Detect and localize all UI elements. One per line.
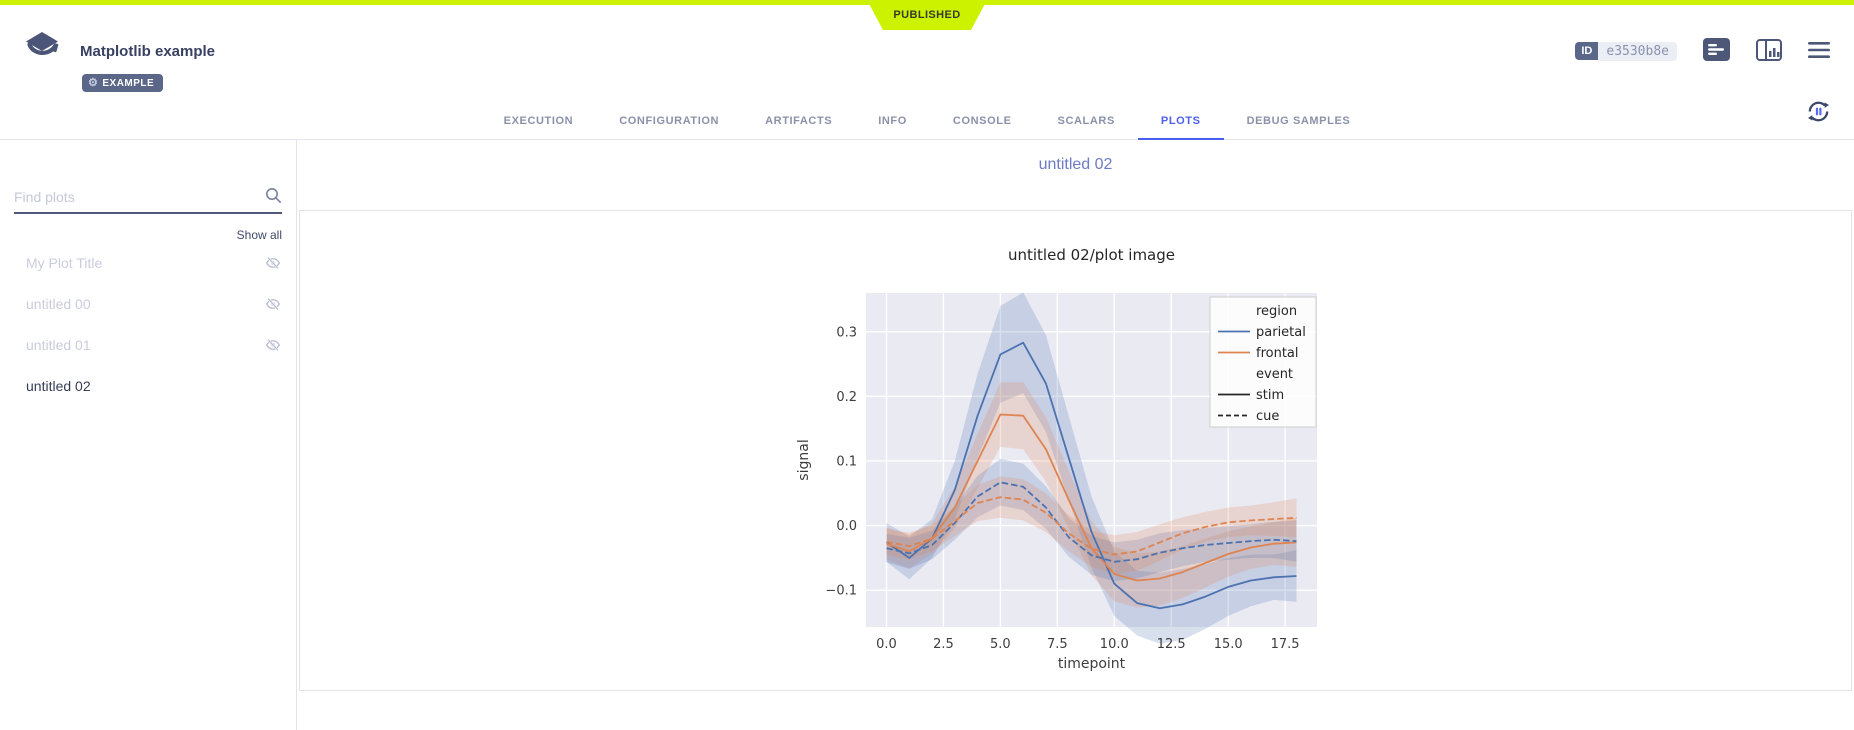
svg-text:2.5: 2.5 [933, 637, 954, 652]
svg-text:17.5: 17.5 [1271, 637, 1300, 652]
plot-list-item[interactable]: My Plot Title [0, 242, 296, 283]
published-status-badge: PUBLISHED [867, 0, 987, 30]
svg-text:parietal: parietal [1256, 325, 1306, 340]
svg-text:0.1: 0.1 [836, 454, 857, 469]
plot-item-label: My Plot Title [26, 254, 103, 271]
eye-slash-icon [265, 256, 281, 269]
experiment-title: Matplotlib example [80, 43, 216, 60]
svg-text:7.5: 7.5 [1047, 637, 1068, 652]
tab-execution[interactable]: EXECUTION [481, 104, 597, 140]
search-icon [264, 186, 282, 209]
svg-text:event: event [1256, 367, 1293, 382]
tab-bar: EXECUTION CONFIGURATION ARTIFACTS INFO CONSO… [0, 104, 1854, 140]
chart-legend: region parietal frontal event stim cue [1209, 296, 1317, 428]
plot-list-item[interactable]: untitled 02 [0, 365, 296, 406]
list-lines-icon [1703, 38, 1730, 64]
tab-configuration[interactable]: CONFIGURATION [596, 104, 742, 140]
hamburger-menu-icon [1808, 41, 1830, 61]
tab-plots[interactable]: PLOTS [1137, 104, 1224, 140]
experiment-id-badge: ID e3530b8e [1575, 41, 1677, 61]
plot-list-item[interactable]: untitled 00 [0, 283, 296, 324]
svg-text:frontal: frontal [1256, 346, 1299, 361]
toggle-plot-visibility-button[interactable] [265, 337, 281, 353]
app-logo-icon [24, 30, 60, 71]
svg-text:−0.1: −0.1 [825, 584, 857, 599]
toggle-plot-visibility-button[interactable] [265, 296, 281, 312]
svg-text:5.0: 5.0 [990, 637, 1011, 652]
tab-artifacts[interactable]: ARTIFACTS [742, 104, 855, 140]
svg-text:15.0: 15.0 [1214, 637, 1243, 652]
split-view-button[interactable] [1756, 38, 1782, 64]
plot-list-item[interactable]: untitled 01 [0, 324, 296, 365]
svg-text:untitled 02/plot image: untitled 02/plot image [1008, 246, 1175, 264]
id-label: ID [1575, 42, 1599, 60]
svg-text:0.2: 0.2 [836, 390, 857, 405]
gear-icon: ⚙︎ [88, 76, 99, 89]
svg-text:timepoint: timepoint [1058, 656, 1126, 672]
experiment-tag: ⚙︎ EXAMPLE [82, 74, 164, 92]
plots-sidebar: Show all My Plot Title untitled 00 untitle… [0, 140, 297, 730]
header-actions: ID e3530b8e [1575, 38, 1830, 64]
details-view-button[interactable] [1703, 38, 1730, 64]
show-all-link[interactable]: Show all [236, 228, 282, 242]
svg-text:12.5: 12.5 [1157, 637, 1186, 652]
svg-text:0.0: 0.0 [876, 637, 897, 652]
tab-debug-samples[interactable]: DEBUG SAMPLES [1224, 104, 1374, 140]
experiment-tag-label: EXAMPLE [102, 77, 155, 89]
tab-info[interactable]: INFO [855, 104, 930, 140]
fmri-line-chart: 0.0 2.5 5.0 7.5 10.0 12.5 15.0 17.5 −0.1 0.0 0.1 0.… [796, 246, 1317, 672]
chart-axis-labels: 0.0 2.5 5.0 7.5 10.0 12.5 15.0 17.5 −0.1 0.0 0.1 0.… [796, 246, 1300, 672]
toggle-plot-visibility-button[interactable] [265, 255, 281, 271]
svg-text:10.0: 10.0 [1100, 637, 1129, 652]
tab-console[interactable]: CONSOLE [930, 104, 1035, 140]
auto-refresh-button[interactable] [1805, 98, 1832, 128]
refresh-pause-icon [1805, 101, 1832, 128]
svg-text:signal: signal [796, 439, 812, 480]
eye-slash-icon [265, 297, 281, 310]
svg-text:stim: stim [1256, 388, 1284, 403]
tab-scalars[interactable]: SCALARS [1035, 104, 1138, 140]
plot-list: My Plot Title untitled 00 untitled 01 untit… [0, 242, 296, 406]
svg-text:0.0: 0.0 [836, 519, 857, 534]
find-plots-input[interactable] [14, 189, 264, 205]
experiment-id-value: e3530b8e [1598, 41, 1677, 61]
plot-item-label: untitled 00 [26, 295, 91, 312]
published-status-label: PUBLISHED [893, 9, 961, 21]
menu-button[interactable] [1808, 41, 1830, 61]
svg-text:0.3: 0.3 [836, 325, 857, 340]
svg-text:cue: cue [1256, 409, 1279, 424]
eye-slash-icon [265, 338, 281, 351]
chart-series [885, 292, 1297, 644]
plot-item-label: untitled 01 [26, 336, 91, 353]
find-plots-search [14, 182, 282, 214]
plot-group-title: untitled 02 [1038, 156, 1113, 173]
plot-item-label: untitled 02 [26, 377, 91, 394]
svg-text:region: region [1256, 304, 1297, 319]
split-panel-icon [1756, 38, 1782, 64]
